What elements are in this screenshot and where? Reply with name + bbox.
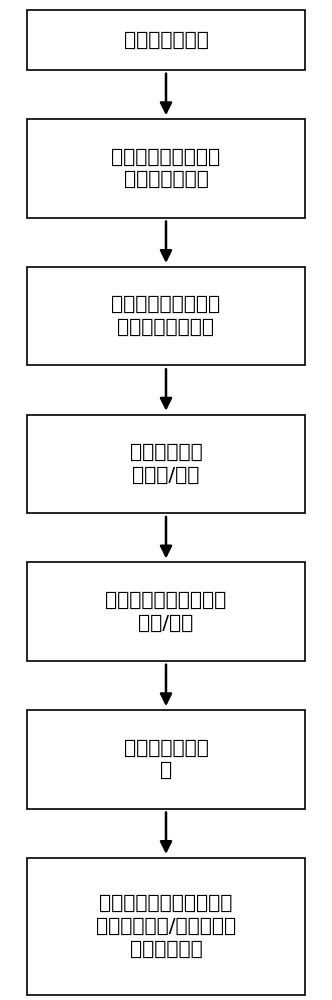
Bar [27, 267, 305, 365]
Text: 超声分散溶液并滴加
过硫酸铵盐酸溶液: 超声分散溶液并滴加 过硫酸铵盐酸溶液 [112, 295, 220, 337]
Text: 出料、下片、切
粒: 出料、下片、切 粒 [124, 738, 208, 780]
Bar [27, 10, 305, 70]
Text: 密炼高密度聚乙烯和聚
苯胺/炭黑: 密炼高密度聚乙烯和聚 苯胺/炭黑 [105, 591, 227, 632]
Bar [27, 415, 305, 513]
Bar [27, 858, 305, 995]
Text: 片材压片、塑料粒子经挤
出成自限温加/伴热电缆，
电子辐射交联: 片材压片、塑料粒子经挤 出成自限温加/伴热电缆， 电子辐射交联 [96, 894, 236, 959]
Bar [27, 562, 305, 661]
Bar [27, 710, 305, 809]
Text: 处理炭黑和苯胺: 处理炭黑和苯胺 [124, 30, 208, 49]
Text: 去离子水洗涤
聚苯胺/炭黑: 去离子水洗涤 聚苯胺/炭黑 [129, 443, 203, 485]
Text: 苯胺加入到盐酸溶液
中，并加入炭黑: 苯胺加入到盐酸溶液 中，并加入炭黑 [112, 147, 220, 189]
Bar [27, 119, 305, 218]
